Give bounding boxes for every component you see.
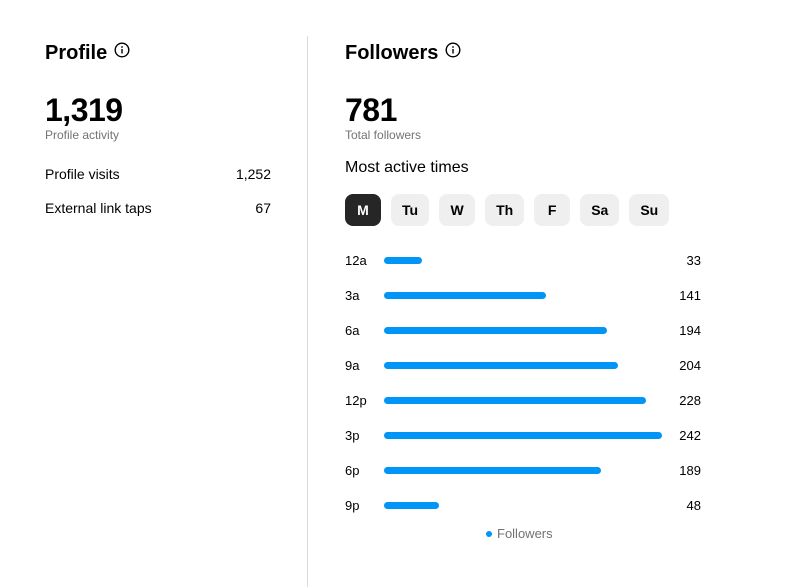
value-label: 204 [679,357,701,373]
time-label: 6a [345,322,360,338]
day-tab-monday[interactable]: M [345,194,381,226]
day-tab-wednesday[interactable]: W [439,194,476,226]
profile-header: Profile [45,36,271,70]
followers-header: Followers [345,36,705,70]
followers-bar [384,256,422,264]
bar-track [384,291,662,299]
time-label: 3p [345,427,360,443]
value-label: 33 [686,252,701,268]
bar-track [384,431,662,439]
time-label: 12a [345,252,367,268]
chart-legend: Followers [486,526,553,541]
value-label: 141 [679,287,701,303]
value-label: 189 [679,462,701,478]
bar-track [384,501,662,509]
total-followers-value: 781 [345,92,397,128]
followers-bar [384,396,646,404]
day-tab-tuesday[interactable]: Tu [391,194,430,226]
time-label: 3a [345,287,360,303]
profile-activity-label: Profile activity [45,128,120,142]
chart-row: 12a 33 [345,250,701,270]
panel-divider [307,36,308,587]
chart-row: 6a 194 [345,320,701,340]
day-tabs: M Tu W Th F Sa Su [345,194,705,226]
profile-activity-value: 1,319 [45,92,123,128]
legend-label: Followers [497,526,553,541]
followers-bar [384,361,618,369]
followers-title: Followers [345,41,439,64]
chart-row: 3a 141 [345,285,701,305]
profile-stats: Profile visits 1,252 External link taps … [45,157,271,225]
day-tab-friday[interactable]: F [534,194,571,226]
followers-bar [384,431,662,439]
day-tab-thursday[interactable]: Th [485,194,525,226]
value-label: 242 [679,427,701,443]
active-times-chart: 12a 33 3a 141 6a 194 9a 204 12p 228 3p 242 6p 189 9p 48 [345,250,701,530]
chart-row: 6p 189 [345,460,701,480]
stat-label: Profile visits [45,166,120,182]
info-icon[interactable] [445,42,461,58]
profile-title: Profile [45,41,108,64]
day-tab-saturday[interactable]: Sa [580,194,620,226]
stat-value: 67 [255,200,271,216]
time-label: 9p [345,497,360,513]
day-tab-sunday[interactable]: Su [629,194,670,226]
most-active-times-title: Most active times [345,159,469,176]
followers-bar [384,466,601,474]
bar-track [384,326,662,334]
legend-dot [486,530,492,537]
bar-track [384,361,662,369]
stat-label: External link taps [45,200,152,216]
time-label: 9a [345,357,360,373]
stat-row-profile-visits: Profile visits 1,252 [45,157,271,191]
bar-track [384,256,662,264]
followers-bar [384,291,546,299]
value-label: 48 [686,497,701,513]
time-label: 6p [345,462,360,478]
bar-track [384,396,662,404]
stat-row-external-link-taps: External link taps 67 [45,191,271,225]
followers-bar [384,501,439,509]
value-label: 194 [679,322,701,338]
chart-row: 12p 228 [345,390,701,410]
chart-row: 9p 48 [345,495,701,515]
chart-row: 9a 204 [345,355,701,375]
time-label: 12p [345,392,367,408]
chart-row: 3p 242 [345,425,701,445]
followers-bar [384,326,607,334]
value-label: 228 [679,392,701,408]
profile-panel: Profile 1,319 Profile activity Profile v… [45,36,271,225]
stat-value: 1,252 [235,166,271,182]
info-icon[interactable] [114,42,130,58]
total-followers-label: Total followers [345,128,422,142]
bar-track [384,466,662,474]
followers-panel: Followers 781 Total followers Most activ… [345,36,705,530]
